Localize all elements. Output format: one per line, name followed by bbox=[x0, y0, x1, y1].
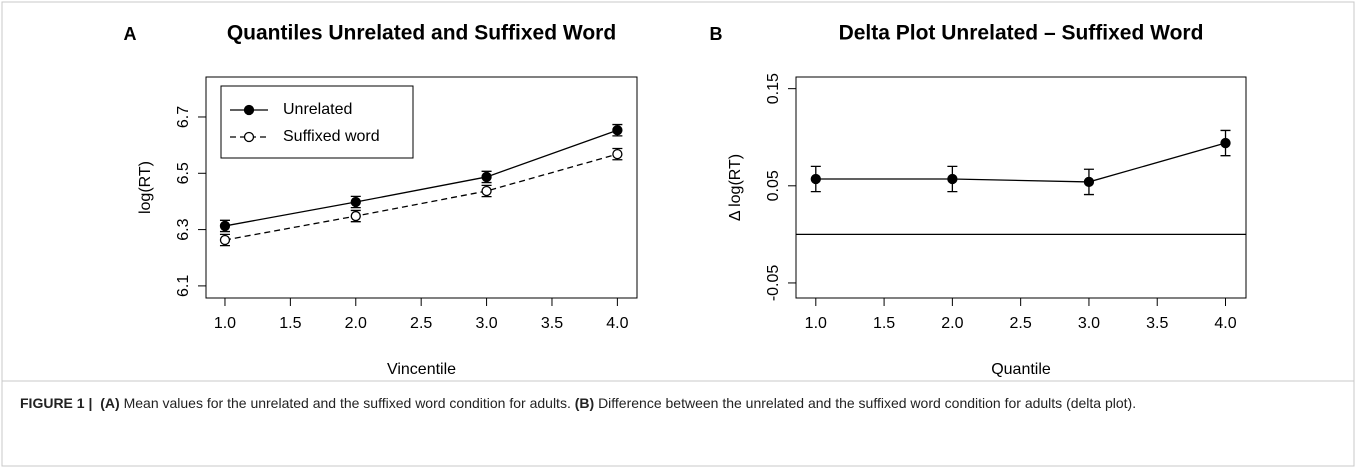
y-tick-label: 6.3 bbox=[175, 218, 192, 240]
marker bbox=[481, 171, 492, 183]
series-line bbox=[224, 129, 618, 227]
x-axis-label: Vincentile bbox=[387, 361, 456, 378]
marker bbox=[810, 173, 821, 185]
x-tick-label: 3.5 bbox=[1146, 315, 1168, 332]
x-tick-label: 2.5 bbox=[1010, 315, 1032, 332]
y-axis-label: Δ log(RT) bbox=[727, 154, 744, 221]
caption-label: (B) bbox=[574, 395, 595, 411]
marker bbox=[612, 148, 623, 160]
x-tick-label: 1.0 bbox=[805, 315, 827, 332]
y-tick-label: 0.05 bbox=[765, 170, 782, 201]
legend-label: Suffixed word bbox=[283, 128, 380, 145]
marker bbox=[350, 196, 361, 208]
marker bbox=[219, 220, 231, 232]
y-tick-label: 6.5 bbox=[175, 162, 192, 184]
series-line bbox=[224, 153, 618, 241]
x-tick-label: 3.0 bbox=[475, 315, 497, 332]
figure-label: FIGURE 1 | bbox=[20, 395, 93, 411]
caption-label: (A) bbox=[100, 395, 120, 411]
legend-marker bbox=[243, 104, 255, 116]
x-tick-label: 1.5 bbox=[873, 315, 895, 332]
y-tick-label: 6.1 bbox=[175, 275, 192, 297]
x-tick-label: 2.0 bbox=[941, 315, 963, 332]
caption-text: Difference between the unrelated and the… bbox=[598, 395, 1137, 411]
x-tick-label: 4.0 bbox=[1214, 315, 1236, 332]
chart-title: Delta Plot Unrelated – Suffixed Word bbox=[839, 22, 1204, 45]
y-tick-label: 6.7 bbox=[175, 106, 192, 128]
marker bbox=[1083, 176, 1095, 188]
legend-box bbox=[220, 85, 414, 159]
x-tick-label: 2.0 bbox=[345, 315, 367, 332]
marker bbox=[612, 125, 623, 136]
x-tick-label: 3.0 bbox=[1078, 315, 1100, 332]
plot-box bbox=[795, 76, 1247, 299]
x-axis-label: Quantile bbox=[991, 361, 1051, 378]
legend-marker bbox=[243, 131, 255, 143]
marker bbox=[350, 210, 361, 222]
panel-label: A bbox=[124, 24, 137, 44]
legend-label: Unrelated bbox=[283, 101, 352, 118]
y-tick-label: -0.05 bbox=[765, 265, 782, 302]
panel-label: B bbox=[710, 24, 723, 44]
caption: FIGURE 1 | (A) Mean values for the unrel… bbox=[20, 391, 1330, 416]
marker bbox=[1220, 137, 1231, 149]
y-axis-label: log(RT) bbox=[137, 161, 154, 214]
caption-text: Mean values for the unrelated and the su… bbox=[123, 395, 571, 411]
x-tick-label: 4.0 bbox=[606, 315, 628, 332]
x-tick-label: 1.5 bbox=[279, 315, 301, 332]
marker bbox=[947, 173, 958, 185]
chart-title: Quantiles Unrelated and Suffixed Word bbox=[227, 22, 616, 45]
x-tick-label: 2.5 bbox=[410, 315, 432, 332]
y-tick-label: 0.15 bbox=[765, 73, 782, 104]
x-tick-label: 3.5 bbox=[541, 315, 563, 332]
x-tick-label: 1.0 bbox=[214, 315, 236, 332]
marker bbox=[219, 234, 231, 246]
series-line bbox=[815, 142, 1226, 183]
marker bbox=[481, 185, 492, 197]
